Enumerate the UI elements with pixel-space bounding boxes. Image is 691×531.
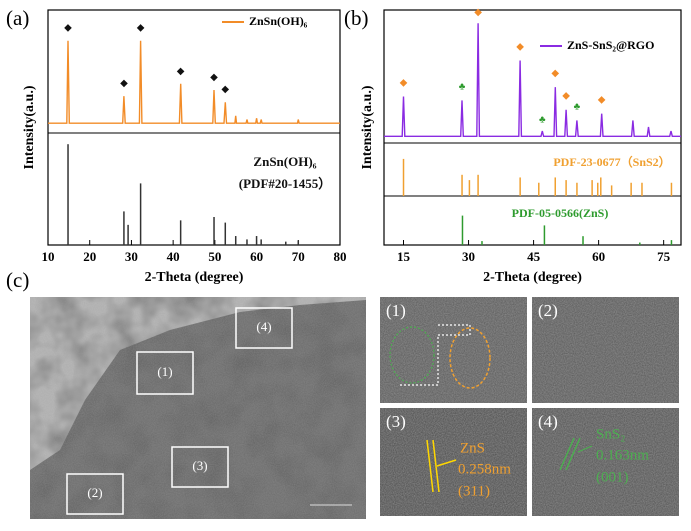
peak-marker: ◆ <box>551 68 559 79</box>
region-label: (4) <box>256 319 271 334</box>
reference-label: PDF-23-0677（SnS2） <box>553 154 670 169</box>
peak-marker: ◆ <box>562 91 570 102</box>
panel-label: (a) <box>6 6 29 30</box>
x-tick-label: 30 <box>462 249 475 264</box>
x-tick-label: 20 <box>83 249 96 264</box>
peak-marker: ♣ <box>574 101 581 112</box>
legend-label: ZnS-SnS₂@RGO <box>567 38 654 52</box>
x-tick-label: 70 <box>292 249 305 264</box>
d-spacing: 0.163nm <box>596 447 649 463</box>
inset-label: (3) <box>386 412 406 431</box>
chart: 15 30 45 60 75 2-Theta (degree) Intensity(a.u.… <box>360 7 682 285</box>
inset-label: (4) <box>538 412 558 431</box>
x-tick-label: 30 <box>125 249 138 264</box>
region-label: (1) <box>157 364 172 379</box>
hrtem-inset: (2) <box>532 297 679 403</box>
x-tick-label: 15 <box>397 249 411 264</box>
x-tick-label: 10 <box>42 249 55 264</box>
region-label: (3) <box>192 458 207 473</box>
x-axis-title: 2-Theta (degree) <box>145 270 244 285</box>
peak-marker: ◆ <box>516 42 524 53</box>
peak-marker: ◆ <box>598 95 606 106</box>
peak-marker: ◆ <box>221 84 229 95</box>
x-tick-label: 60 <box>250 249 263 264</box>
peak-marker: ◆ <box>400 77 408 88</box>
x-tick-label: 80 <box>334 249 347 264</box>
phase-label: SnS₂ <box>596 426 625 442</box>
chart: 10 20 30 40 50 60 70 80 2-Theta (degree) Intensit… <box>22 9 347 285</box>
d-spacing: 0.258nm <box>458 461 511 477</box>
peak-marker: ◆ <box>177 66 185 77</box>
legend-label: ZnSn(OH)₆ <box>249 14 308 28</box>
xrd-pattern <box>48 40 340 124</box>
reference-label: ZnSn(OH)₆ <box>253 154 316 169</box>
x-tick-label: 45 <box>527 249 541 264</box>
x-tick-label: 50 <box>208 249 221 264</box>
hrtem-inset: (1) <box>380 297 527 403</box>
inset-label: (2) <box>538 301 558 320</box>
tem-image: (1) (2) (3) (4) <box>30 297 366 519</box>
phase-label: ZnS <box>460 440 485 456</box>
peak-marker: ◆ <box>64 23 72 34</box>
peak-marker: ♣ <box>539 115 546 126</box>
x-axis-title: 2-Theta (degree) <box>483 270 582 285</box>
plot-frame <box>383 9 682 246</box>
peak-marker: ♣ <box>459 81 466 92</box>
panel-label: (b) <box>344 6 369 30</box>
hrtem-inset: (4) SnS₂ 0.163nm (001) <box>532 408 679 516</box>
x-tick-label: 60 <box>592 249 605 264</box>
peak-marker: ◆ <box>137 23 145 34</box>
plot-frame <box>47 9 341 246</box>
panel-label: (c) <box>6 268 29 292</box>
inset-label: (1) <box>386 301 406 320</box>
region-label: (2) <box>87 485 102 500</box>
peak-marker: ◆ <box>120 78 128 89</box>
peak-marker: ◆ <box>210 72 218 83</box>
reference-label: PDF-05-0566(ZnS) <box>512 206 609 220</box>
xrd-pattern <box>384 23 681 137</box>
plane-label: (311) <box>458 483 490 499</box>
x-tick-label: 75 <box>657 249 671 264</box>
reference-label: (PDF#20-1455） <box>239 176 331 191</box>
plane-label: (001) <box>596 469 629 485</box>
y-axis-title: Intensity(a.u.) <box>360 85 375 169</box>
peak-marker: ◆ <box>474 7 482 18</box>
hrtem-inset: (3) ZnS 0.258nm (311) <box>380 408 527 516</box>
x-tick-label: 40 <box>167 249 180 264</box>
y-axis-title: Intensity(a.u.) <box>22 85 37 169</box>
